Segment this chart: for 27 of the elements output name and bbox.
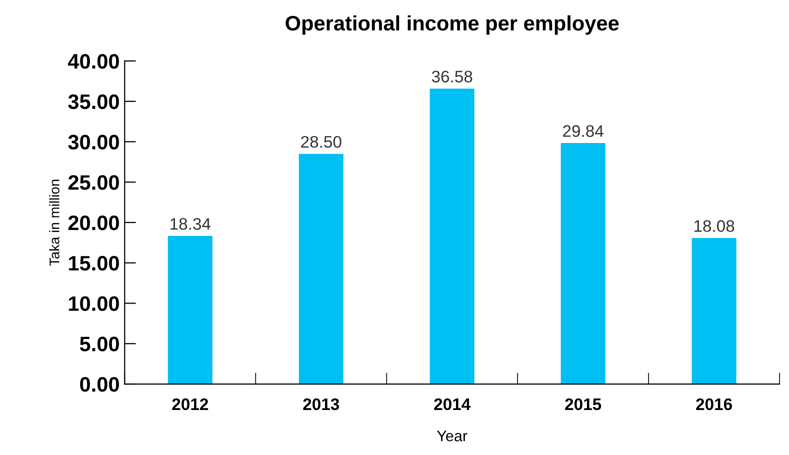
x-tick-label: 2012 <box>172 398 208 410</box>
y-tick-label: 30.00 <box>68 134 119 150</box>
bar <box>560 143 606 384</box>
y-axis-title: Taka in million <box>49 180 60 266</box>
y-tick-label: 35.00 <box>68 94 119 110</box>
y-tick-label: 40.00 <box>68 54 119 69</box>
x-tick-label: 2016 <box>696 398 732 410</box>
data-label: 28.50 <box>301 136 342 148</box>
data-label: 36.58 <box>432 70 472 83</box>
x-tick-label: 2014 <box>434 398 471 410</box>
y-tick-label: 5.00 <box>80 336 119 352</box>
y-tick-label: 15.00 <box>68 256 119 271</box>
bar <box>430 88 474 384</box>
bar <box>692 238 736 384</box>
x-axis-title: Year <box>436 430 468 442</box>
y-tick-label: 10.00 <box>68 296 119 312</box>
bar <box>298 154 344 384</box>
y-tick-label: 20.00 <box>68 215 119 230</box>
y-tick-label: 25.00 <box>68 175 119 190</box>
data-label: 18.08 <box>694 220 734 232</box>
x-tick-label: 2013 <box>303 398 340 410</box>
bar <box>168 236 212 384</box>
y-tick-label: 0.00 <box>80 377 119 392</box>
x-tick-label: 2015 <box>565 398 602 410</box>
data-label: 29.84 <box>563 125 604 137</box>
chart-title: Operational income per employee <box>286 15 619 35</box>
data-label: 18.34 <box>170 218 211 230</box>
